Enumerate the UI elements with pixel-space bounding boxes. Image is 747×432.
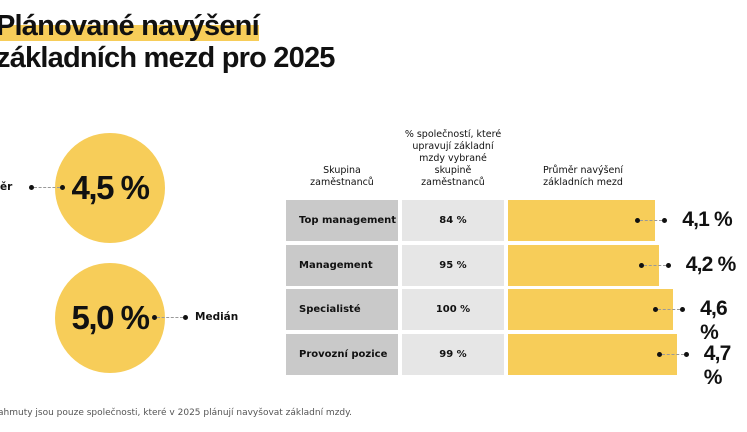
bar [508, 334, 677, 375]
bar-dot [656, 352, 662, 357]
median-value: 5,0 % [71, 299, 150, 336]
bar-dot-end [680, 307, 686, 312]
group-cell: Specialisté [286, 289, 398, 330]
mean-dot [29, 185, 34, 190]
page-title: Plánované navýšení základních mezd pro 2… [0, 10, 335, 74]
bar-connector [658, 309, 681, 310]
median-label: Medián [195, 311, 239, 323]
share-cell: 95 % [402, 245, 504, 286]
bar-dot [653, 307, 659, 312]
share-cell: 84 % [402, 200, 504, 241]
title-line-1: Plánované navýšení [0, 10, 260, 42]
bar-connector [643, 265, 666, 266]
bar-value-label: 4,7 % [703, 342, 732, 389]
bar-dot [635, 218, 641, 223]
bar [508, 245, 659, 286]
share-cell: 100 % [402, 289, 504, 330]
group-cell: Provozní pozice [286, 334, 398, 375]
title-line-2: základních mezd pro 2025 [0, 42, 335, 74]
header-group: Skupina zaměstnanců [310, 165, 374, 188]
median-circle: 5,0 % [55, 263, 165, 373]
median-dot [152, 315, 157, 320]
mean-label: ěr [0, 181, 13, 193]
header-share: % společností, které upravují základní m… [404, 129, 502, 188]
median-dot-end [183, 315, 188, 320]
mean-dot-end [60, 185, 65, 190]
bar-dot-end [683, 352, 689, 357]
footnote: ahmuty jsou pouze společnosti, které v 2… [0, 408, 353, 418]
bar-connector [640, 220, 663, 221]
mean-value: 4,5 % [71, 169, 150, 206]
group-cell: Management [286, 245, 398, 286]
bar-dot [638, 263, 644, 268]
group-cell: Top management [286, 200, 398, 241]
header-average: Průměr navýšení základních mezd [542, 165, 624, 188]
bar-value-label: 4,2 % [685, 253, 736, 276]
bar-dot-end [665, 263, 671, 268]
bar-value-label: 4,6 % [700, 297, 728, 344]
median-connector [157, 317, 183, 318]
mean-connector [34, 187, 60, 188]
mean-circle: 4,5 % [55, 133, 165, 243]
share-cell: 99 % [402, 334, 504, 375]
bar-value-label: 4,1 % [682, 208, 732, 231]
bar [508, 289, 674, 330]
bar-connector [661, 354, 684, 355]
bar [508, 200, 656, 241]
bar-dot-end [662, 218, 668, 223]
